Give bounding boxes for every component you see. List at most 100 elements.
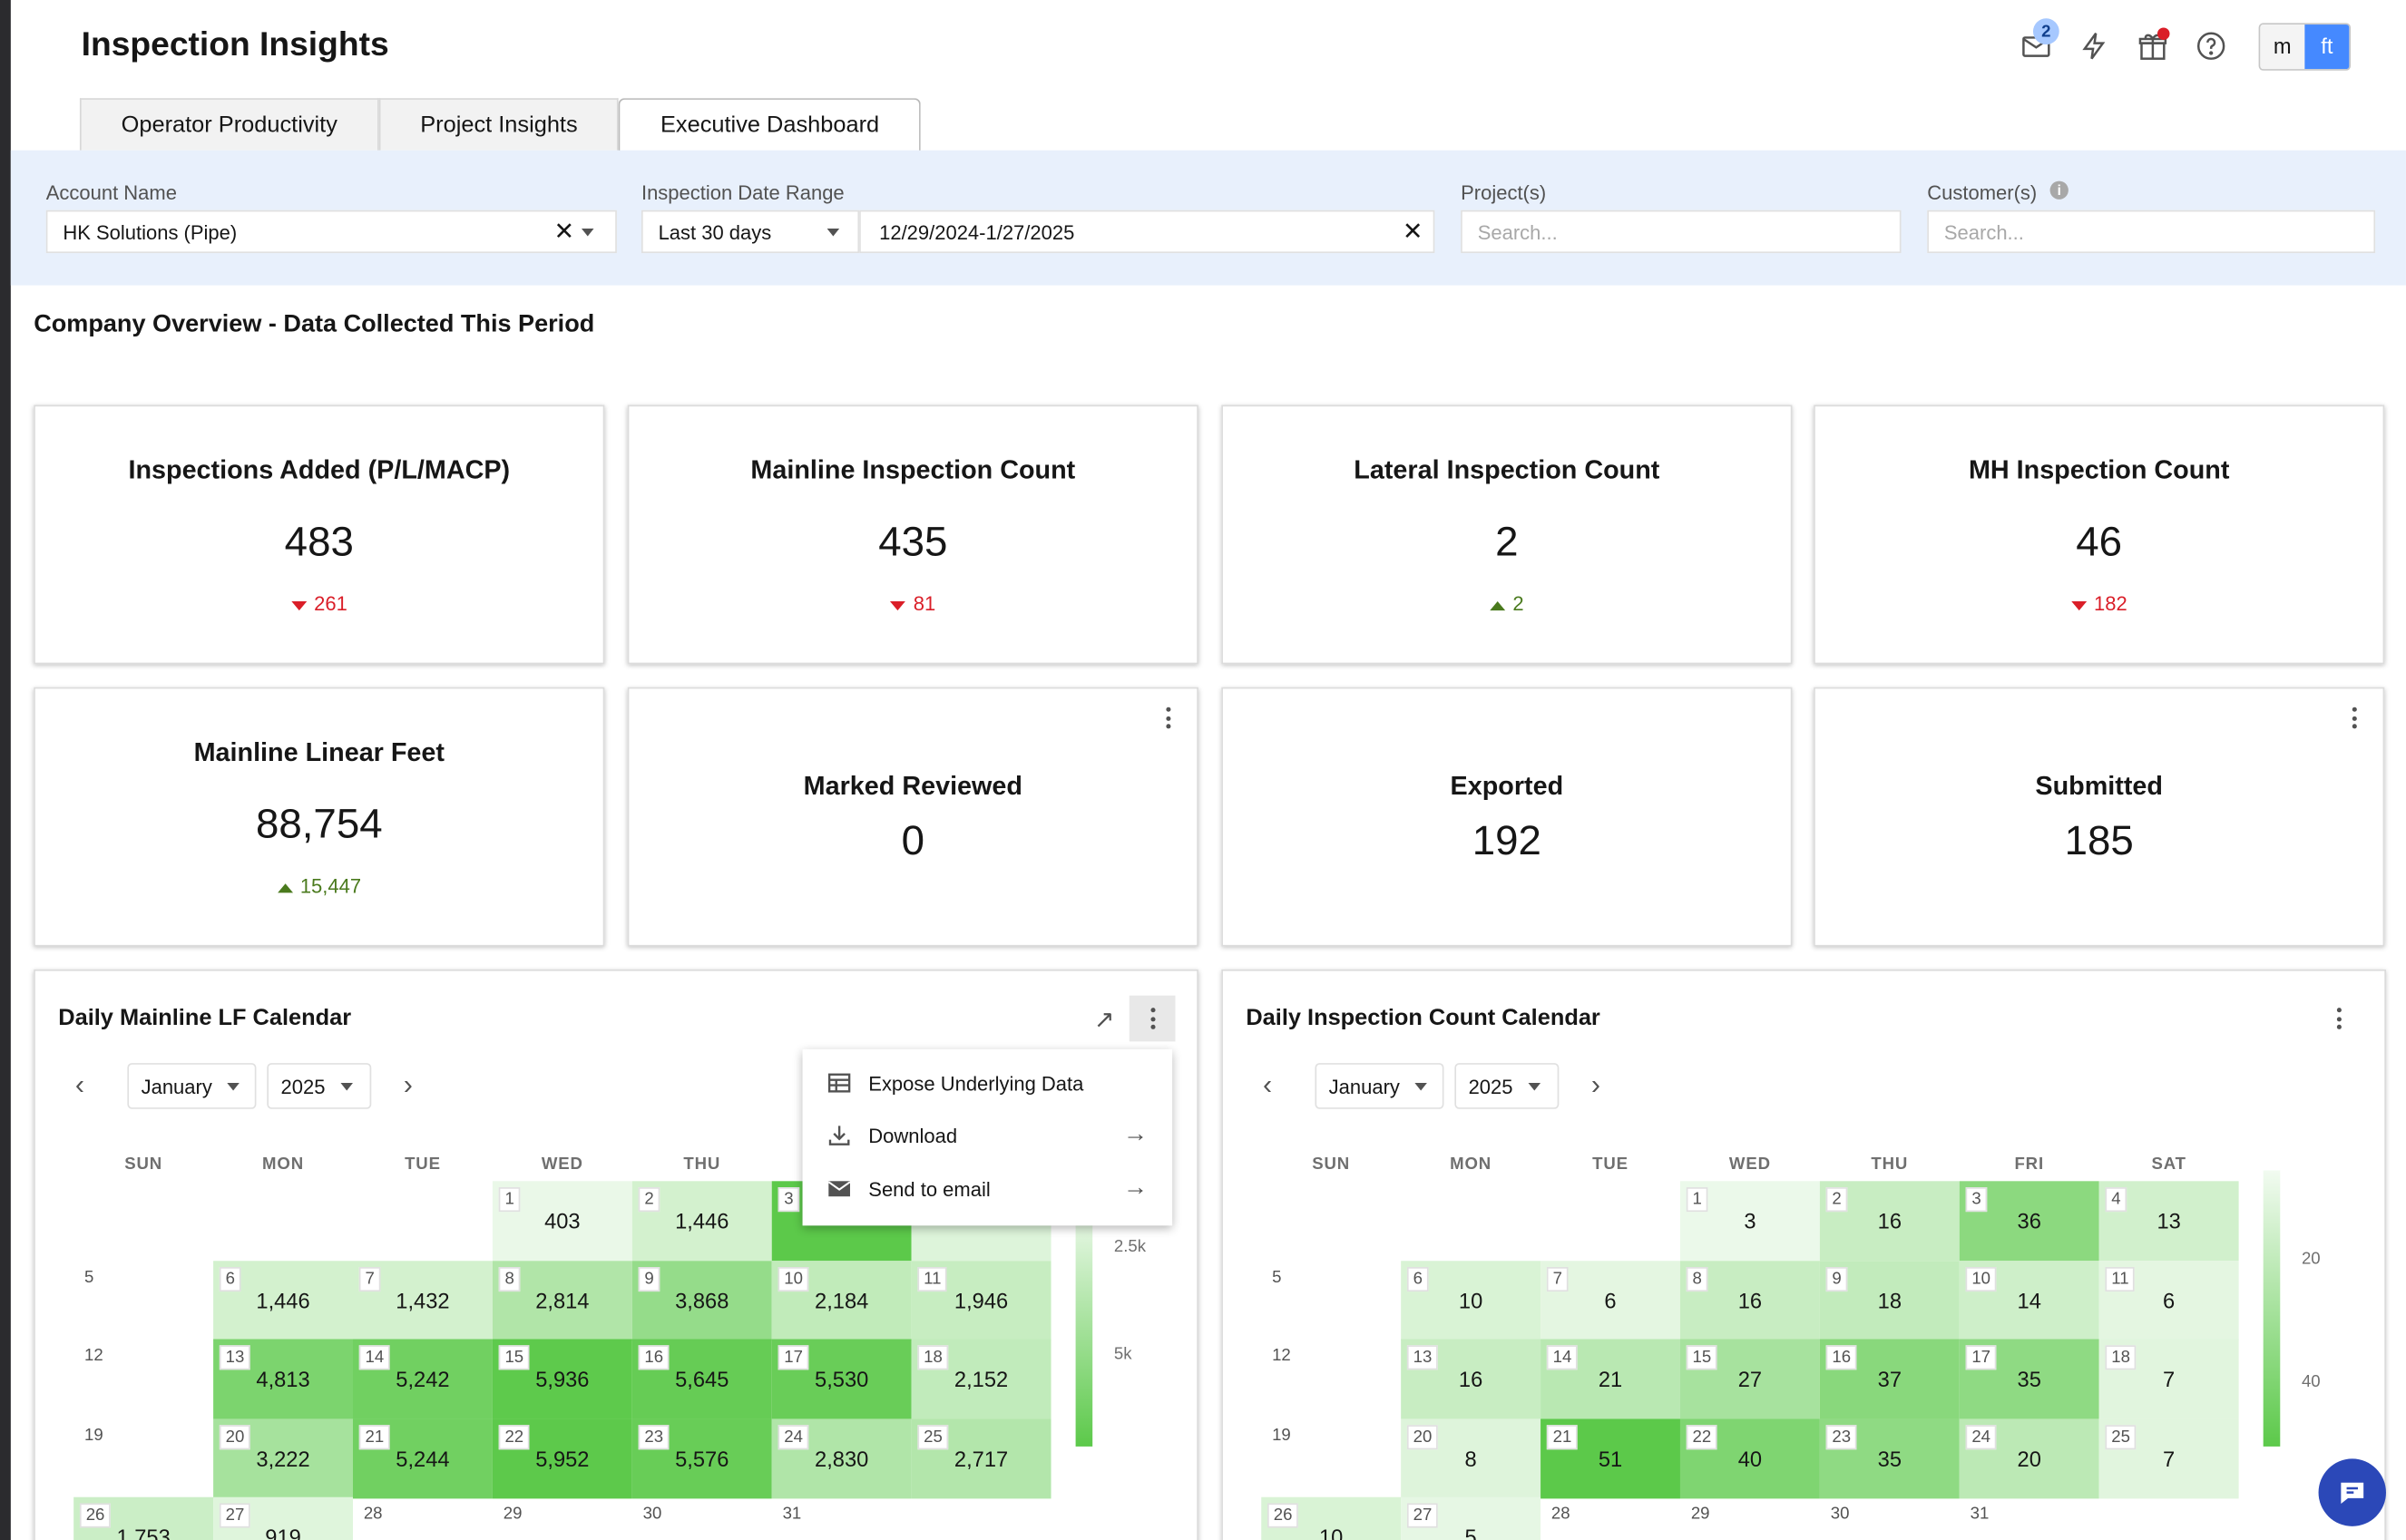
month-select[interactable]: January [1315, 1063, 1444, 1109]
kebab-menu-icon[interactable] [2328, 1008, 2350, 1029]
calendar-day-cell[interactable]: 9 3,868 [631, 1261, 772, 1341]
next-month-icon[interactable]: › [1590, 1068, 1601, 1100]
calendar-day-cell[interactable]: 29 [493, 1497, 632, 1540]
calendar-day-cell[interactable]: 11 6 [2098, 1261, 2239, 1341]
kpi-title: Lateral Inspection Count [1354, 455, 1660, 485]
calendar-day-cell[interactable]: 14 5,242 [352, 1339, 493, 1419]
calendar-day-cell[interactable]: 16 37 [1819, 1339, 1960, 1419]
calendar-day-cell[interactable]: 2 1,446 [631, 1181, 772, 1262]
calendar-day-cell[interactable]: 17 35 [1959, 1339, 2099, 1419]
date-clear-icon[interactable]: ✕ [1402, 219, 1423, 246]
date-preset-select[interactable]: Last 30 days [641, 210, 860, 254]
calendar-day-cell[interactable]: 5 [73, 1261, 213, 1340]
calendar-day-cell[interactable]: 5 [1261, 1261, 1401, 1340]
calendar-day-cell[interactable]: 19 [73, 1418, 213, 1498]
month-select[interactable]: January [127, 1063, 257, 1109]
calendar-day-cell[interactable]: 28 [353, 1497, 493, 1540]
kebab-menu-icon[interactable] [2343, 707, 2365, 729]
calendar-day-cell[interactable]: 23 5,576 [631, 1418, 772, 1499]
calendar-day-cell[interactable]: 8 2,814 [492, 1261, 632, 1341]
calendar-day-cell[interactable]: 25 7 [2098, 1418, 2239, 1499]
account-chevron-down-icon[interactable] [582, 229, 594, 237]
year-select[interactable]: 2025 [267, 1063, 372, 1109]
calendar-day-cell[interactable]: 13 4,813 [213, 1339, 353, 1419]
unit-ft-button[interactable]: ft [2304, 24, 2350, 69]
activity-button[interactable] [2065, 22, 2123, 71]
calendar-day-cell[interactable]: 7 1,432 [352, 1261, 493, 1341]
calendar-day-cell[interactable]: 12 [73, 1340, 213, 1419]
calendar-day-cell[interactable]: 30 [1820, 1497, 1960, 1540]
prev-month-icon[interactable]: ‹ [1262, 1068, 1273, 1100]
unit-m-button[interactable]: m [2260, 24, 2305, 69]
calendar-day-cell[interactable]: 9 18 [1819, 1261, 1960, 1341]
calendar-day-cell[interactable]: 17 5,530 [771, 1339, 912, 1419]
calendar-day-cell[interactable]: 27 5 [1401, 1496, 1541, 1540]
prev-month-icon[interactable]: ‹ [74, 1068, 85, 1100]
calendar-day-cell[interactable]: 18 2,152 [911, 1339, 1051, 1419]
menu-item-expose-data[interactable]: Expose Underlying Data [803, 1057, 1173, 1109]
calendar-day-cell[interactable]: 11 1,946 [911, 1261, 1051, 1341]
customers-search-input[interactable]: Search... [1927, 210, 2376, 254]
tab-executive-dashboard[interactable]: Executive Dashboard [619, 98, 921, 152]
menu-item-download[interactable]: Download → [803, 1109, 1173, 1162]
calendar-day-cell[interactable]: 8 16 [1679, 1261, 1820, 1341]
calendar-day-cell[interactable]: 14 21 [1540, 1339, 1680, 1419]
calendar-day-cell[interactable]: 12 [1261, 1340, 1401, 1419]
calendar-day-cell[interactable]: 15 5,936 [492, 1339, 632, 1419]
next-month-icon[interactable]: › [403, 1068, 413, 1100]
menu-item-send-email[interactable]: Send to email → [803, 1163, 1173, 1215]
calendar-day-cell[interactable]: 13 16 [1401, 1339, 1541, 1419]
trend-up-icon [1490, 600, 1505, 610]
calendar-day-cell[interactable]: 19 [1261, 1418, 1401, 1498]
date-preset-chevron-down-icon[interactable] [826, 229, 840, 237]
year-select[interactable]: 2025 [1454, 1063, 1560, 1109]
account-name-value: HK Solutions (Pipe) [63, 219, 238, 244]
calendar-day-cell[interactable]: 23 35 [1819, 1418, 1960, 1499]
calendar-day-cell[interactable]: 18 7 [2098, 1339, 2239, 1419]
calendar-day-cell[interactable]: 27 919 [213, 1496, 353, 1540]
calendar-day-cell[interactable]: 16 5,645 [631, 1339, 772, 1419]
calendar-day-cell[interactable]: 22 5,952 [492, 1418, 632, 1499]
calendar-day-cell[interactable]: 20 3,222 [213, 1418, 353, 1499]
calendar-day-cell[interactable]: 20 8 [1401, 1418, 1541, 1499]
account-clear-icon[interactable]: ✕ [553, 219, 575, 246]
info-icon[interactable]: i [2049, 180, 2069, 200]
tab-project-insights[interactable]: Project Insights [378, 98, 620, 151]
help-button[interactable] [2182, 22, 2240, 71]
calendar-day-cell[interactable]: 2 16 [1819, 1181, 1960, 1262]
panel-menu-button[interactable] [1129, 995, 1176, 1042]
calendar-day-cell[interactable]: 6 10 [1401, 1261, 1541, 1341]
calendar-day-cell[interactable]: 26 10 [1261, 1496, 1402, 1540]
calendar-day-cell[interactable]: 25 2,717 [911, 1418, 1051, 1499]
chat-button[interactable] [2318, 1458, 2386, 1526]
gift-button[interactable] [2124, 22, 2182, 71]
calendar-day-cell[interactable]: 24 20 [1959, 1418, 2099, 1499]
calendar-day-cell[interactable]: 24 2,830 [771, 1418, 912, 1499]
calendar-day-cell[interactable]: 31 [772, 1497, 912, 1540]
calendar-day-cell[interactable]: 22 40 [1679, 1418, 1820, 1499]
calendar-day-cell[interactable]: 10 2,184 [771, 1261, 912, 1341]
calendar-day-cell[interactable]: 15 27 [1679, 1339, 1820, 1419]
tab-operator-productivity[interactable]: Operator Productivity [79, 98, 379, 151]
calendar-day-cell[interactable]: 31 [1960, 1497, 2099, 1540]
calendar-day-cell[interactable]: 29 [1680, 1497, 1820, 1540]
expand-icon[interactable]: ↗ [1093, 1008, 1115, 1034]
calendar-day-cell[interactable]: 4 13 [2098, 1181, 2239, 1262]
calendar-day-cell[interactable]: 10 14 [1959, 1261, 2099, 1341]
calendar-day-cell[interactable]: 21 51 [1540, 1418, 1680, 1499]
calendar-day-cell[interactable]: 28 [1540, 1497, 1680, 1540]
calendar-day-cell[interactable]: 3 36 [1959, 1181, 2099, 1262]
calendar-day-cell[interactable]: 30 [632, 1497, 772, 1540]
account-name-select[interactable]: HK Solutions (Pipe) [45, 210, 617, 254]
kebab-menu-icon[interactable] [1157, 707, 1179, 729]
mail-button[interactable]: 2 [2007, 18, 2065, 71]
calendar-day-cell[interactable]: 6 1,446 [213, 1261, 353, 1341]
calendar-day-cell[interactable]: 21 5,244 [352, 1418, 493, 1499]
calendar-day-cell[interactable]: 26 1,753 [73, 1496, 214, 1540]
projects-search-input[interactable]: Search... [1461, 210, 1902, 254]
left-edge [0, 0, 11, 1540]
date-range-input[interactable]: 12/29/2024-1/27/2025 [859, 210, 1435, 254]
calendar-day-cell[interactable]: 1 403 [492, 1181, 632, 1262]
